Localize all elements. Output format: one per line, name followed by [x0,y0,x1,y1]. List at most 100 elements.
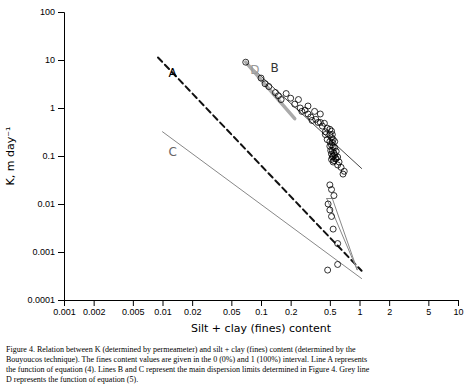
tick-label: 1 [50,103,55,113]
tick: 10 [45,55,64,65]
scatter-point [341,168,347,174]
scatter-point [330,226,336,232]
tick-label: 0.001 [53,307,76,317]
tick: 1 [357,300,362,317]
scatter-point [278,97,284,103]
tick-mark [58,156,64,157]
tick: 0.2 [285,300,298,317]
tick: 0.01 [154,300,172,317]
tick-mark [58,300,64,301]
plot-area [158,57,362,278]
scatter-point [309,117,315,123]
scatter-point [332,139,338,145]
scatter-point [305,103,311,109]
scatter-point [335,241,341,247]
tick-mark [261,300,262,306]
tick-label: 0.05 [223,307,241,317]
caption-line: Bouyoucos technique). The fines content … [6,355,367,364]
tick-label: 0.01 [154,307,172,317]
tick: 2 [387,300,392,317]
y-axis-title: K, m day⁻¹ [4,127,17,186]
x-axis-title: Silt + clay (fines) content [191,322,332,335]
line-series [163,132,362,279]
tick-mark [192,300,193,306]
scatter-series [243,59,348,273]
chart-container: 0.001 0.002 0.005 0.01 0.02 0.05 0.1 0.2 0.5 1 2 5 1… [0,0,474,386]
tick-mark [360,300,361,306]
annotation: A [168,66,177,80]
tick-mark [231,300,232,306]
scatter-point [317,111,323,117]
tick-mark [133,300,134,306]
tick-label: 0.005 [122,307,145,317]
caption-line: D represents the function of equation (5… [6,375,138,384]
scatter-point [266,84,272,90]
tick-mark [58,12,64,13]
tick-mark [291,300,292,306]
x-axis: 0.001 0.002 0.005 0.01 0.02 0.05 0.1 0.2 0.5 1 2 5 1… [53,300,463,317]
scatter-point [283,91,289,97]
tick: 100 [40,7,64,17]
tick: 0.001 [53,300,76,317]
caption-line: the function of equation (4). Lines B an… [6,365,370,374]
line-series [158,57,362,270]
annotation: D [250,63,259,77]
tick: 10 [453,300,463,317]
tick-mark [58,252,64,253]
tick: 0.1 [255,300,268,317]
tick-label: 0.01 [37,199,55,209]
line-series [246,62,295,118]
caption-line: Figure 4. Relation between K (determined… [6,345,356,354]
tick: 1 [50,103,64,113]
tick-label: 0.1 [42,151,55,161]
tick-mark [94,300,95,306]
scatter-point [338,164,344,170]
tick: 0.005 [122,300,145,317]
scatter-point [312,108,318,114]
tick-mark [389,300,390,306]
tick: 0.1 [42,151,64,161]
tick: 0.05 [223,300,241,317]
scatter-point [243,59,249,65]
tick: 0.0001 [27,295,64,305]
tick: 0.01 [37,199,64,209]
tick-label: 0.1 [255,307,268,317]
tick-mark [58,108,64,109]
tick-label: 0.2 [285,307,298,317]
scatter-point [335,261,341,267]
tick-label: 0.002 [83,307,106,317]
scatter-point [332,145,338,151]
annotation: B [271,61,279,75]
caption: Figure 4. Relation between K (determined… [6,345,370,384]
scatter-point [288,95,294,101]
tick-label: 0.0001 [27,295,55,305]
scatter-point [331,193,337,199]
scatter-point [302,107,308,113]
scatter-point [333,148,339,154]
scatter-point [327,207,333,213]
scatter-point [327,182,333,188]
tick-label: 1 [357,307,362,317]
scatter-point [317,119,323,125]
tick-label: 10 [453,307,463,317]
scatter-point [325,201,331,207]
tick-label: 5 [426,307,431,317]
tick-label: 2 [387,307,392,317]
tick-mark [58,60,64,61]
tick: 0.002 [83,300,106,317]
line-series [327,199,358,271]
scatter-point [295,97,301,103]
scatter-point [325,267,331,273]
tick: 0.5 [324,300,337,317]
tick-label: 0.001 [32,247,55,257]
tick-mark [428,300,429,306]
line-series [246,62,362,168]
annotations: ABCD [168,61,278,159]
tick-label: 100 [40,7,55,17]
tick-label: 0.02 [184,307,202,317]
axis-line [58,13,65,301]
tick-label: 0.5 [324,307,337,317]
tick: 5 [426,300,431,317]
axis-line [65,301,459,307]
tick-mark [330,300,331,306]
